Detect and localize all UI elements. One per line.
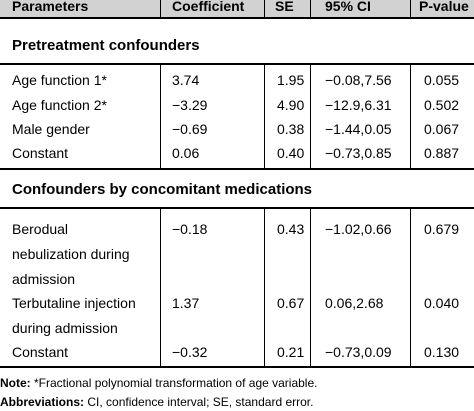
row-ci: −0.08,7.56 xyxy=(325,72,392,88)
col-divider xyxy=(160,207,161,366)
abbreviations-label: Abbreviations: xyxy=(0,395,85,409)
row-ci: −0.73,0.09 xyxy=(325,344,392,360)
rule-section1-end xyxy=(0,168,474,170)
row-se: 0.38 xyxy=(277,121,305,137)
row-coefficient: −0.69 xyxy=(172,121,208,137)
col-divider xyxy=(310,63,311,168)
footnote-abbreviations: Abbreviations: CI, confidence interval; … xyxy=(0,395,313,409)
row-coefficient: 0.06 xyxy=(172,145,200,161)
row-se: 0.67 xyxy=(277,295,305,311)
col-divider xyxy=(410,207,411,366)
header-coefficient: Coefficient xyxy=(172,0,245,14)
col-divider xyxy=(410,0,411,18)
col-divider xyxy=(160,63,161,168)
rule-section1-bottom xyxy=(0,63,474,65)
row-coefficient: −3.29 xyxy=(172,97,208,113)
row-se: 0.40 xyxy=(277,145,305,161)
col-divider xyxy=(264,207,265,366)
row-p-value: 0.055 xyxy=(424,72,460,88)
row-param: Constant xyxy=(12,145,69,161)
col-divider xyxy=(410,63,411,168)
row-coefficient: 1.37 xyxy=(172,295,200,311)
row-p-value: 0.067 xyxy=(424,121,460,137)
col-divider xyxy=(310,0,311,18)
row-ci: 0.06,2.68 xyxy=(325,295,384,311)
row-param: Berodual xyxy=(12,221,69,237)
section-title: Confounders by concomitant medications xyxy=(12,181,313,198)
row-param: Male gender xyxy=(12,121,90,137)
row-p-value: 0.887 xyxy=(424,145,460,161)
header-se: SE xyxy=(275,0,294,14)
row-param: Constant xyxy=(12,344,69,360)
row-coefficient: 3.74 xyxy=(172,72,200,88)
header-ci: 95% CI xyxy=(325,0,371,14)
row-param: Terbutaline injection xyxy=(12,295,136,311)
row-coefficient: −0.32 xyxy=(172,344,208,360)
rule-section2-bottom xyxy=(0,207,474,209)
row-se: 0.21 xyxy=(277,344,305,360)
header-p-value: P-value xyxy=(419,0,469,14)
row-p-value: 0.130 xyxy=(424,344,460,360)
table-header-band xyxy=(0,0,474,17)
row-coefficient: −0.18 xyxy=(172,221,208,237)
col-divider xyxy=(310,207,311,366)
footnote-note: Note: *Fractional polynomial transformat… xyxy=(0,376,317,390)
col-divider xyxy=(264,63,265,168)
rule-header-bottom xyxy=(0,17,474,19)
note-text: *Fractional polynomial transformation of… xyxy=(30,376,318,390)
row-ci: −0.73,0.85 xyxy=(325,145,392,161)
row-param: during admission xyxy=(12,320,118,336)
col-divider xyxy=(264,0,265,18)
row-ci: −12.9,6.31 xyxy=(325,97,392,113)
row-se: 1.95 xyxy=(277,72,305,88)
row-p-value: 0.502 xyxy=(424,97,460,113)
row-param: nebulization during xyxy=(12,246,130,262)
row-param: admission xyxy=(12,271,76,287)
rule-table-bottom xyxy=(0,366,474,368)
header-parameters: Parameters xyxy=(12,0,89,14)
row-p-value: 0.679 xyxy=(424,221,460,237)
row-ci: −1.02,0.66 xyxy=(325,221,392,237)
col-divider xyxy=(160,0,161,18)
row-ci: −1.44,0.05 xyxy=(325,121,392,137)
row-se: 4.90 xyxy=(277,97,305,113)
abbreviations-text: CI, confidence interval; SE, standard er… xyxy=(84,395,314,409)
row-p-value: 0.040 xyxy=(424,295,460,311)
note-label: Note: xyxy=(0,376,31,390)
row-se: 0.43 xyxy=(277,221,305,237)
row-param: Age function 2* xyxy=(12,97,107,113)
row-param: Age function 1* xyxy=(12,72,107,88)
section-title: Pretreatment confounders xyxy=(12,37,200,54)
